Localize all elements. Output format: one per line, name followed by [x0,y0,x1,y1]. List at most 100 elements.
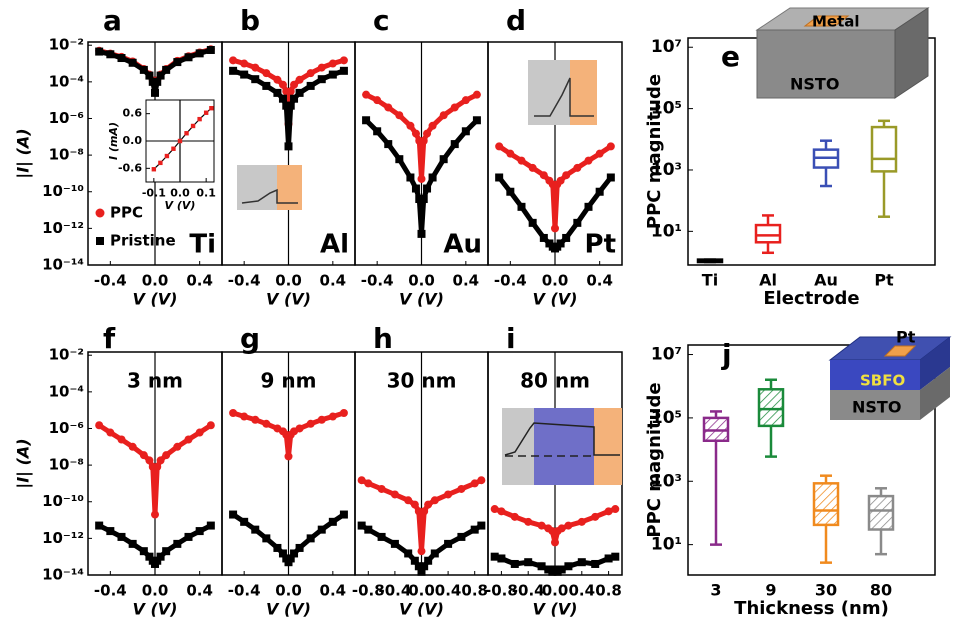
data-point [156,456,165,465]
data-point [251,63,260,72]
data-point [229,56,238,65]
x-tick-label: Pt [874,271,894,290]
y-tick-label: 0.6 [123,107,143,120]
data-point [295,88,304,97]
data-point [417,547,426,556]
data-point [573,163,582,172]
panel-label: 30 nm [387,369,457,393]
data-point [410,556,419,565]
data-point [510,559,519,568]
y-tick-label: 10⁷ [651,345,682,365]
x-tick-label: 0.4 [320,581,347,599]
data-point [156,552,165,561]
data-point [506,149,515,158]
x-tick-label: 0.0 [275,271,302,289]
data-point [290,549,299,558]
data-point [420,507,429,516]
data-point [551,538,559,547]
data-point [139,547,148,556]
data-point [423,129,432,138]
data-point [164,153,170,159]
data-point [577,517,586,526]
x-tick-label: 0.0 [408,271,435,289]
y-tick-label: 10⁵ [651,99,682,119]
data-point [611,505,620,514]
data-point [151,510,159,519]
band-diagram-i [502,408,622,485]
data-point [415,195,424,204]
data-point [295,424,304,433]
band-diagram-d [528,60,597,125]
data-point [339,56,348,65]
data-point [411,184,420,193]
data-point [510,512,519,521]
series-group [495,142,615,253]
data-point [339,409,348,418]
data-point [450,140,459,149]
y-tick-label: 10⁷ [651,37,682,57]
data-point [477,521,486,530]
y-tick-label: 10⁻⁸ [49,146,84,164]
data-point [424,556,433,565]
data-point [577,558,586,567]
x-axis-label: V (V) [266,600,311,619]
data-point [145,552,154,561]
data-point [564,521,573,530]
data-point [317,75,326,84]
data-point [364,479,373,488]
panel-letter: a [103,4,122,37]
data-point [490,505,499,514]
data-point [197,116,202,122]
data-point [404,549,413,558]
data-point [158,160,163,166]
data-point [145,71,154,80]
panel-letter: c [373,4,390,37]
data-point [528,163,537,172]
data-point [195,428,204,437]
legend-label: PPC [110,204,143,222]
y-axis-label: |I| (A) [14,128,34,178]
data-point [306,69,315,78]
data-point [537,562,546,571]
data-point [364,525,373,534]
x-tick-label: 0.4 [569,581,596,599]
x-tick-label: -0.4 [228,581,261,599]
data-point [551,224,559,233]
x-axis-label: Thickness (nm) [734,598,889,619]
data-point [470,525,479,534]
series-group [229,56,348,151]
x-axis-label: V (V) [165,199,196,212]
data-point [117,54,126,63]
panel-label: Al [320,230,349,260]
data-point [262,81,271,90]
data-point [414,562,423,571]
data-point [117,435,126,444]
x-tick-label: 0.4 [586,271,613,289]
data-point [206,45,215,54]
data-point [317,415,326,424]
x-tick-label: 0.0 [142,581,169,599]
data-point [517,156,526,165]
data-point [362,116,371,125]
y-tick-label: 10⁻⁸ [49,456,84,474]
data-point [461,127,470,136]
series-group [362,90,481,238]
data-point [240,412,249,421]
data-point [411,129,420,138]
data-point [595,187,604,196]
data-point [184,131,189,136]
y-tick-label: 10⁻¹⁰ [42,182,84,200]
x-tick-label: 80 [870,581,892,600]
data-point [173,539,182,548]
data-point [284,452,293,461]
data-point [410,500,419,509]
x-tick-label: -0.4 [94,581,127,599]
data-point [339,510,348,519]
x-tick-label: 0.1 [196,187,216,200]
data-point [470,479,479,488]
data-point [495,142,504,151]
panel-letter: f [103,322,116,355]
y-tick-label: 10⁻⁶ [49,109,84,127]
x-axis-label: V (V) [266,290,311,309]
data-point [162,451,171,460]
